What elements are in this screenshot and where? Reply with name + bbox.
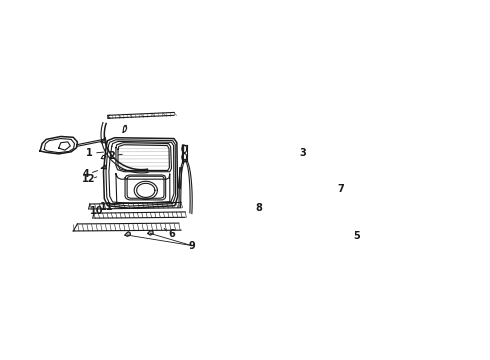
Text: 8: 8: [255, 203, 262, 213]
Text: 2: 2: [108, 151, 115, 161]
Text: 1: 1: [86, 148, 93, 158]
Polygon shape: [125, 232, 130, 237]
Text: 11: 11: [99, 202, 113, 212]
Text: 10: 10: [90, 206, 103, 216]
Text: 5: 5: [353, 231, 360, 241]
Text: 9: 9: [189, 241, 196, 251]
Text: 4: 4: [82, 169, 89, 179]
Text: 3: 3: [299, 148, 306, 158]
Text: 6: 6: [168, 229, 175, 239]
Polygon shape: [101, 165, 106, 169]
Text: 12: 12: [82, 174, 96, 184]
Text: 7: 7: [337, 184, 344, 194]
Polygon shape: [148, 230, 153, 235]
